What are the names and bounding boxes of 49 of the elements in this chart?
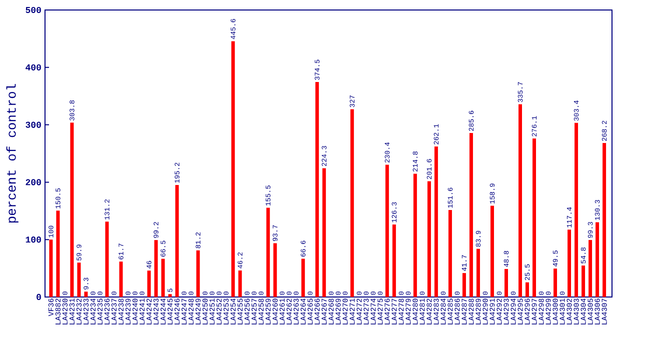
bar <box>266 208 270 297</box>
bar <box>84 292 88 297</box>
y-tick-label: 200 <box>26 179 41 186</box>
bar <box>147 270 151 297</box>
bar <box>462 273 466 297</box>
bar <box>350 109 354 297</box>
bar <box>49 240 53 297</box>
bar <box>490 206 494 297</box>
bar <box>392 224 396 297</box>
bar <box>588 240 592 297</box>
y-tick-label: 100 <box>26 236 41 243</box>
bar <box>602 143 606 297</box>
bar <box>532 138 536 297</box>
bar <box>434 146 438 297</box>
y-tick-label: 300 <box>26 122 41 128</box>
bar <box>476 248 480 297</box>
bar <box>273 243 277 297</box>
bar <box>413 174 417 297</box>
bar <box>168 294 172 297</box>
bar <box>526 282 529 297</box>
bar <box>70 122 74 297</box>
bar <box>105 222 109 297</box>
bar <box>196 250 200 297</box>
bar <box>77 262 81 297</box>
bar <box>582 266 586 297</box>
bar <box>238 270 242 297</box>
y-tick-label: 500 <box>26 6 41 14</box>
bar <box>596 222 600 297</box>
bar <box>504 268 508 297</box>
y-tick-label: 0 <box>36 294 41 300</box>
bar <box>574 122 578 297</box>
bar <box>315 82 319 297</box>
bar <box>385 164 389 297</box>
bar <box>427 181 431 297</box>
bar <box>518 104 522 297</box>
bar <box>301 258 305 297</box>
y-axis-title: percent of control <box>6 84 18 223</box>
bar <box>448 210 452 297</box>
bar <box>568 230 572 297</box>
y-tick-label: 400 <box>26 64 41 70</box>
bar <box>554 268 558 297</box>
bar <box>231 41 235 297</box>
bar <box>161 258 165 297</box>
bar <box>322 168 326 297</box>
bar <box>175 184 179 297</box>
bar <box>154 240 158 297</box>
bar <box>56 210 60 297</box>
bar <box>469 133 473 297</box>
bar <box>119 262 123 297</box>
